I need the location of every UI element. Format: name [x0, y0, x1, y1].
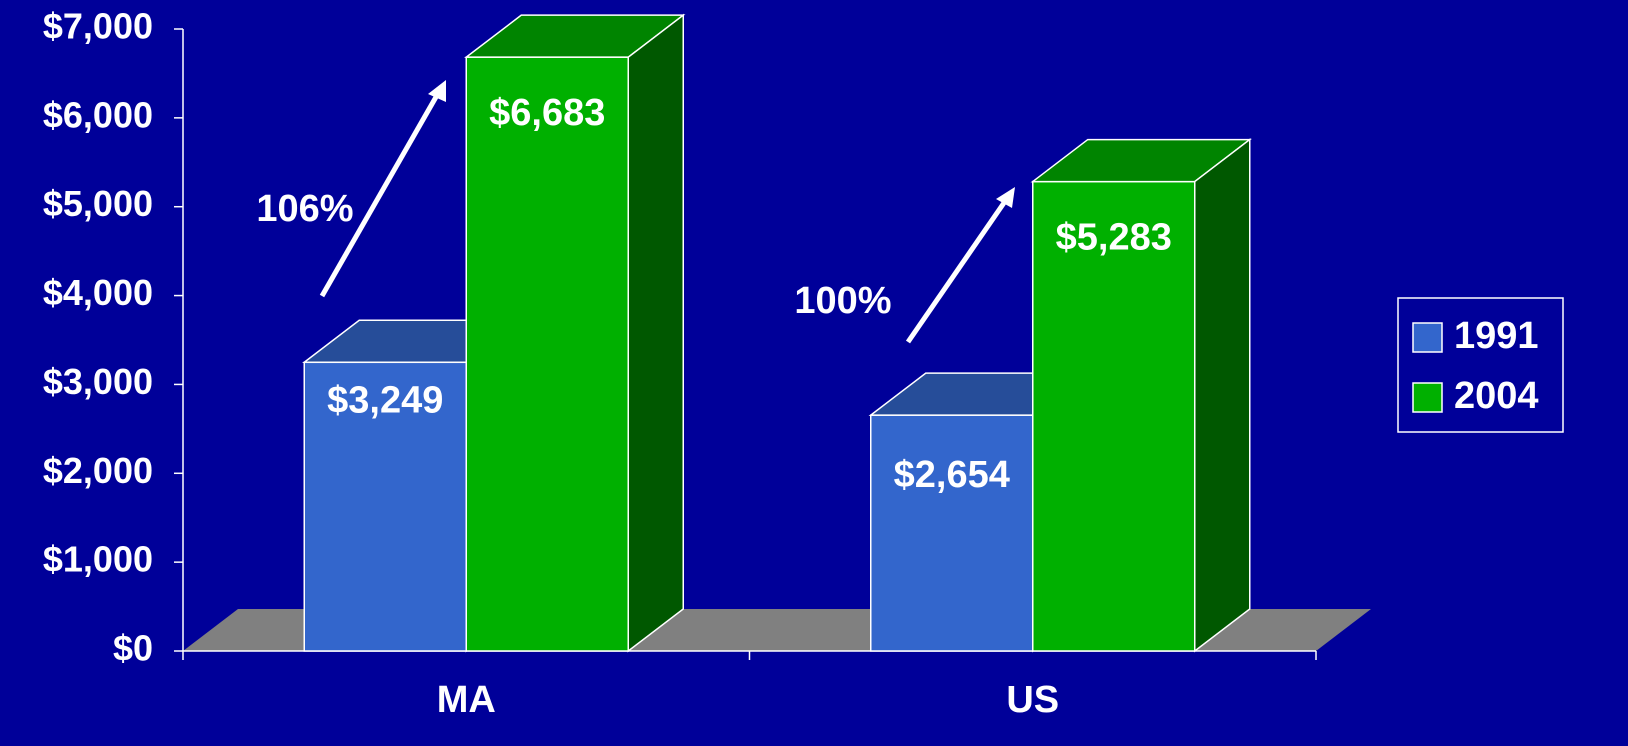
value-label: $5,283	[1056, 217, 1172, 259]
legend-label: 1991	[1454, 315, 1539, 357]
bar	[465, 56, 629, 652]
annotation: 106%	[256, 188, 353, 230]
y-tick-label: $5,000	[43, 183, 153, 224]
value-label: $6,683	[489, 92, 605, 134]
y-tick-label: $3,000	[43, 361, 153, 402]
legend-swatch	[1412, 322, 1443, 353]
arrow-head	[428, 80, 446, 102]
bar	[870, 414, 1034, 652]
x-tick-label: MA	[437, 679, 496, 721]
y-tick-label: $4,000	[43, 272, 153, 313]
x-tick-label: US	[1006, 679, 1059, 721]
y-tick-label: $1,000	[43, 539, 153, 580]
annotation: 100%	[794, 280, 891, 322]
bar	[1032, 180, 1196, 652]
legend-label: 2004	[1454, 375, 1539, 417]
value-label: $3,249	[327, 379, 443, 421]
arrow-head	[996, 187, 1015, 208]
arrow	[319, 88, 443, 298]
y-tick-label: $0	[113, 628, 153, 669]
legend-swatch	[1412, 382, 1443, 413]
y-tick-label: $7,000	[43, 6, 153, 47]
plot: $0 $1,000 $2,000 $3,000 $4,000 $5,000 $6,000 $7…	[43, 6, 1371, 721]
bar-side	[1194, 138, 1251, 653]
y-tick-label: $2,000	[43, 450, 153, 491]
y-tick-label: $6,000	[43, 94, 153, 135]
arrow	[905, 195, 1011, 344]
value-label: $2,654	[894, 454, 1010, 496]
bar	[303, 361, 467, 652]
bar-side	[627, 13, 684, 653]
